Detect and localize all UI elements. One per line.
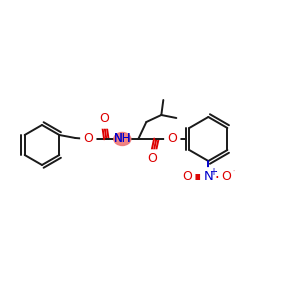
Text: NH: NH [114, 133, 131, 146]
Text: O: O [83, 133, 93, 146]
Text: -: - [229, 165, 234, 179]
Ellipse shape [114, 133, 131, 146]
Text: O: O [83, 133, 93, 146]
Text: +: + [209, 167, 217, 177]
Text: N: N [203, 170, 213, 184]
Text: O: O [147, 152, 157, 166]
Text: O: O [147, 152, 157, 166]
Text: O: O [167, 133, 177, 146]
Text: +: + [209, 167, 217, 177]
Text: N: N [203, 170, 213, 184]
Text: O: O [99, 112, 109, 125]
Text: O: O [182, 170, 192, 184]
Text: O: O [221, 170, 231, 184]
Text: O: O [99, 112, 109, 125]
Text: O: O [182, 170, 192, 184]
Text: NH: NH [114, 133, 131, 146]
Text: O: O [221, 170, 231, 184]
Text: O: O [167, 133, 177, 146]
